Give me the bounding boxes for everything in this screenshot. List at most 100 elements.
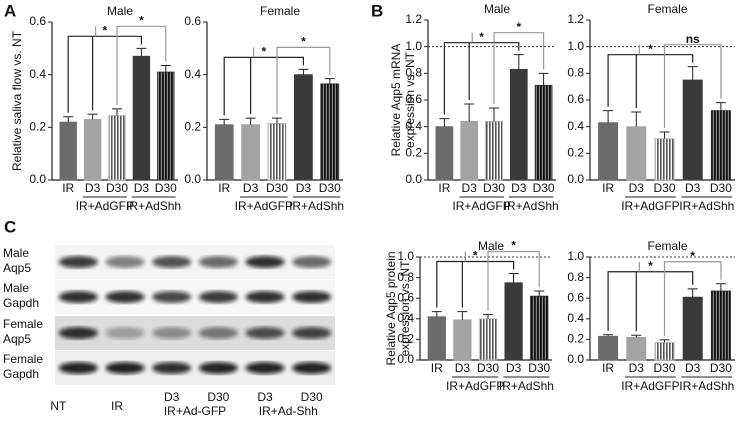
bar [108,115,126,181]
blot-band [152,256,192,268]
bar [626,126,647,181]
error-bar [489,107,499,122]
error-bar [603,334,614,337]
y-tick-label: 0.0 [567,172,584,186]
error-bar [439,118,450,127]
blot-band [105,291,145,303]
y-axis-label: Relative saliva flow vs. NT [10,30,24,171]
x-tick-label: D30 [653,181,675,195]
bar [504,282,523,361]
y-tick-label: 0.4 [184,67,201,81]
bar [534,84,553,181]
y-tick-label: 0.6 [567,290,584,304]
blot-lane-label: D30 [301,390,323,404]
x-tick-label: IR [438,181,450,195]
blot-row-label: Aqp5 [3,261,31,275]
annotation: * [139,14,144,28]
y-tick-label: 0.6 [29,14,46,28]
y-tick-label: 0.8 [405,66,422,80]
group-label: IR+AdShh [504,199,559,213]
bar [214,124,234,181]
annotation: * [479,30,484,44]
bar [654,138,675,181]
y-tick-label: 0.4 [405,119,422,133]
blot-band [105,256,145,268]
y-tick-label: 0.0 [397,352,414,366]
x-tick-label: D30 [533,181,555,195]
blot-band [198,362,238,374]
x-tick-label: D30 [528,361,550,375]
y-tick-label: 0.0 [29,172,46,186]
annotation: * [516,20,521,34]
error-bar [245,117,256,125]
blot-band [292,362,332,374]
bracket [67,35,142,113]
y-axis-label: Relative Aqp5 protein [384,251,398,365]
y-tick-label: 0.4 [567,119,584,133]
x-tick-label: D3 [462,181,478,195]
bracket [253,46,331,115]
error-bar [219,118,230,125]
bracket [436,260,515,308]
bar [435,126,454,181]
x-tick-label: IR [602,181,614,195]
bar [132,55,151,181]
annotation: * [261,45,266,59]
annotation: ns [686,32,700,46]
error-bar [87,113,98,120]
error-bar [272,117,282,124]
blot-band [245,291,285,303]
bar [710,290,731,361]
error-bar [298,68,309,75]
blot-band [58,256,98,268]
blot-band [198,327,238,339]
error-bar [631,334,642,338]
group-label: IR+AdShh [289,199,344,213]
error-bar [631,111,642,127]
annotation: * [690,249,695,263]
x-tick-label: D30 [106,181,128,195]
x-tick-label: D3 [243,181,259,195]
error-bar [136,47,147,57]
blot-band [58,362,98,374]
error-bar [63,116,74,123]
annotation: * [473,249,478,263]
y-tick-label: 0.8 [567,270,584,284]
bracket [95,25,167,105]
blot-row-label: Male [3,281,29,295]
group-label: IR+AdGFP [446,379,504,393]
chart-title: Female [647,239,687,253]
bar [460,120,479,181]
bar [157,71,175,181]
blot-band [292,291,332,303]
blot-band [105,362,145,374]
bar [682,79,703,181]
x-tick-label: IR [62,181,74,195]
x-tick-label: D3 [629,361,645,375]
chart-title: Male [107,4,133,18]
y-tick-label: 0.0 [567,352,584,366]
chart-title: Male [478,239,504,253]
blot-row [55,351,335,385]
blot-group-label: IR+Ad-GFP [164,404,226,418]
y-tick-label: 1.2 [567,12,584,26]
y-tick-label: 0.2 [567,146,584,160]
blot-band [198,291,238,303]
bar [478,318,498,361]
group-label: IR+AdGFP [621,199,679,213]
error-bar [483,314,493,319]
x-tick-label: IR [602,361,614,375]
bar [427,316,446,361]
y-tick-label: 0.2 [405,146,422,160]
blot-band [245,327,285,339]
panel-letter: B [371,1,383,20]
x-tick-label: D3 [455,361,471,375]
y-tick-label: 0.2 [29,120,46,134]
error-bar [508,272,519,283]
chart-title: Female [647,2,687,16]
bar [241,124,260,181]
chart-title: Female [260,4,300,18]
panel-letter: A [4,1,16,20]
error-bar [687,288,698,298]
group-label: IR+AdShh [679,379,734,393]
